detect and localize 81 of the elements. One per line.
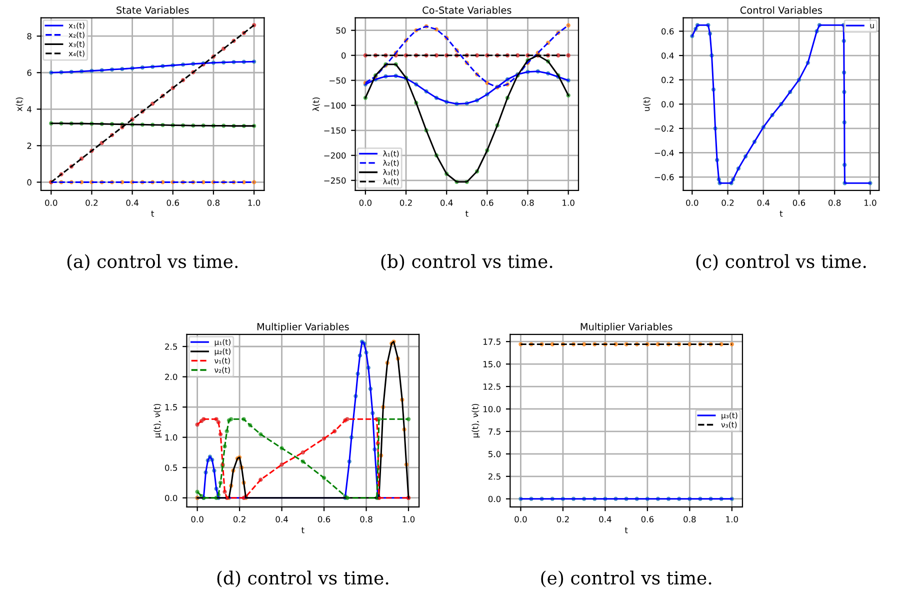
x-tick-label: 0.0 (359, 200, 372, 206)
y-tick-label: 1.0 (165, 434, 178, 441)
x-tick-label: 1.0 (864, 200, 876, 206)
x-tick-label: 0.0 (45, 200, 58, 206)
x-tick-label: 0.6 (318, 516, 330, 522)
text: (c) control vs time. (696, 254, 866, 271)
chart-title: Control Variables (740, 6, 822, 14)
x-tick-label: 0.8 (522, 200, 534, 206)
y-tick-label: 0 (342, 52, 346, 59)
chart-title: State Variables (116, 6, 189, 14)
y-axis-title: μ(t), ν(t) (154, 404, 162, 438)
x-axis-title: t (151, 210, 154, 217)
x-tick-label: 0.8 (207, 200, 220, 206)
y-tick-label: −0.4 (654, 150, 674, 156)
x-tick-label: 0.2 (233, 516, 246, 522)
x-tick-label: 1.0 (248, 200, 260, 206)
x-axis-title: t (465, 210, 468, 217)
y-axis-title: x(t) (16, 97, 24, 112)
y-axis-title: λ(t) (312, 97, 320, 112)
x-tick-label: 0.4 (757, 200, 770, 206)
y-tick-label: 17.5 (483, 338, 500, 345)
x-tick-label: 0.6 (792, 200, 806, 206)
y-tick-label: 0.0 (662, 101, 674, 108)
chart-title: Multiplier Variables (580, 322, 672, 332)
y-tick-label: −100 (324, 102, 346, 109)
y-tick-label: −0.2 (654, 125, 674, 132)
text: (b) control vs time. (381, 254, 552, 271)
chart-title: Multiplier Variables (257, 322, 349, 332)
y-tick-label: 15.0 (483, 361, 501, 368)
y-tick-label: 10.0 (483, 406, 501, 412)
y-tick-label: 0.2 (662, 76, 674, 84)
x-tick-label: 0.8 (684, 516, 696, 522)
y-tick-label: 5.0 (488, 450, 501, 458)
x-axis-title: t (302, 527, 304, 534)
y-tick-label: 7.5 (488, 428, 500, 435)
y-axis-title: μ(t), ν(t) (472, 404, 480, 438)
x-axis-title: t (624, 527, 628, 534)
x-tick-label: 0.2 (722, 200, 734, 206)
y-tick-label: −50 (330, 77, 346, 84)
x-tick-label: 0.2 (400, 200, 412, 206)
y-tick-label: 2.5 (488, 473, 500, 480)
y-tick-label: 0.6 (662, 28, 674, 34)
x-tick-label: 1.0 (402, 516, 415, 522)
y-tick-label: 2 (27, 142, 32, 149)
text: (a) control vs time. (67, 254, 238, 271)
x-tick-label: 1.0 (562, 200, 574, 206)
x-tick-label: 0.4 (440, 200, 453, 206)
text: (d) control vs time. (217, 570, 388, 588)
y-axis-title: u(t) (643, 97, 651, 111)
x-tick-label: 0.0 (686, 200, 698, 206)
y-tick-label: 1.5 (165, 404, 177, 410)
y-tick-label: −150 (324, 127, 346, 134)
y-tick-label: 50 (336, 27, 346, 34)
chart-title: Co-State Variables (422, 6, 512, 14)
x-tick-label: 0.0 (191, 516, 204, 522)
y-tick-label: 8 (27, 33, 32, 40)
x-axis-title: t (780, 210, 783, 217)
text: (e) control vs time. (541, 570, 712, 588)
y-tick-label: −0.6 (654, 174, 674, 180)
x-tick-label: 0.2 (556, 516, 569, 522)
x-tick-label: 0.4 (126, 200, 138, 206)
y-tick-label: 4 (27, 106, 32, 112)
y-tick-label: 0.5 (165, 464, 177, 471)
y-tick-label: 0.0 (488, 496, 501, 502)
y-tick-label: −250 (324, 177, 346, 184)
x-tick-label: 1.0 (726, 516, 738, 522)
y-tick-label: 0.0 (165, 494, 178, 502)
y-tick-label: 2.0 (165, 374, 178, 380)
y-tick-label: 2.5 (165, 343, 177, 350)
y-tick-label: 12.5 (483, 383, 500, 390)
x-tick-label: 0.4 (276, 516, 288, 522)
y-tick-label: 6 (27, 70, 32, 76)
x-tick-label: 0.8 (360, 516, 372, 522)
x-tick-label: 0.8 (828, 200, 841, 206)
y-tick-label: 0.4 (662, 52, 674, 59)
x-tick-label: 0.2 (86, 200, 98, 206)
x-tick-label: 0.0 (514, 516, 527, 522)
y-tick-label: −200 (324, 152, 346, 159)
y-tick-label: 0 (27, 179, 32, 186)
x-tick-label: 0.6 (641, 516, 654, 522)
x-tick-label: 0.4 (599, 516, 612, 522)
